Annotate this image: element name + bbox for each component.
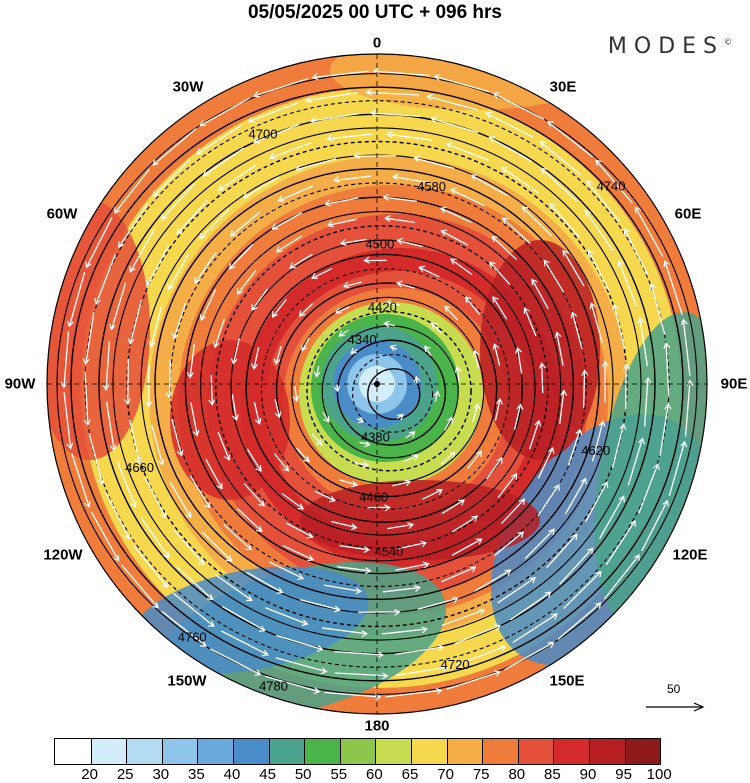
colorbar-tick-label: 100 bbox=[647, 766, 672, 783]
lon-label-60w: 60W bbox=[47, 206, 78, 223]
colorbar-tick-label: 90 bbox=[580, 766, 597, 783]
colorbar-tick-label: 30 bbox=[152, 766, 169, 783]
colorbar-tick-label: 60 bbox=[366, 766, 383, 783]
colorbar-tick-label: 45 bbox=[259, 766, 276, 783]
contour-label: 4460 bbox=[359, 489, 388, 504]
contour-label: 4580 bbox=[417, 179, 446, 194]
contour-label: 4760 bbox=[178, 629, 207, 644]
contour-label: 4380 bbox=[361, 429, 390, 444]
lon-label-30w: 30W bbox=[173, 79, 204, 96]
lon-label-150e: 150E bbox=[549, 673, 584, 690]
north-pole-marker bbox=[374, 381, 380, 387]
wind-speed-field bbox=[30, 30, 750, 746]
lon-label-30e: 30E bbox=[550, 79, 577, 96]
contour-label: 4500 bbox=[365, 236, 394, 251]
colorbar-swatch bbox=[589, 739, 625, 764]
colorbar-tick-label: 50 bbox=[295, 766, 312, 783]
colorbar-tick-label: 85 bbox=[544, 766, 561, 783]
colorbar-tick-label: 65 bbox=[402, 766, 419, 783]
colorbar-swatch bbox=[340, 739, 376, 764]
contour-label: 4420 bbox=[368, 300, 397, 315]
contour-label: 4740 bbox=[597, 178, 626, 193]
colorbar-tick-label: 40 bbox=[224, 766, 241, 783]
colorbar-swatch bbox=[55, 739, 91, 764]
contour-label: 4700 bbox=[249, 126, 278, 141]
colorbar-tick-label: 80 bbox=[508, 766, 525, 783]
colorbar-tick-label: 70 bbox=[437, 766, 454, 783]
lon-label-150w: 150W bbox=[167, 673, 206, 690]
colorbar-tick-label: 25 bbox=[117, 766, 134, 783]
colorbar-tick-label: 20 bbox=[81, 766, 98, 783]
colorbar-swatch bbox=[447, 739, 483, 764]
colorbar-swatch bbox=[304, 739, 340, 764]
colorbar-tick-label: 35 bbox=[188, 766, 205, 783]
colorbar-swatch bbox=[126, 739, 162, 764]
colorbar-tick-label: 75 bbox=[473, 766, 490, 783]
colorbar-swatch bbox=[625, 739, 661, 764]
colorbar-tick-label: 55 bbox=[330, 766, 347, 783]
colorbar-swatch bbox=[269, 739, 305, 764]
colorbar-swatch bbox=[197, 739, 233, 764]
lon-label-90w: 90W bbox=[5, 376, 36, 393]
contour-label: 4620 bbox=[581, 443, 610, 458]
lon-label-120w: 120W bbox=[43, 547, 82, 564]
lon-label-120e: 120E bbox=[672, 547, 707, 564]
colorbar-swatch bbox=[482, 739, 518, 764]
contour-label: 4340 bbox=[348, 332, 377, 347]
colorbar-swatch bbox=[553, 739, 589, 764]
contour-label: 4720 bbox=[441, 657, 470, 672]
lon-label-60e: 60E bbox=[675, 206, 702, 223]
lon-label-90e: 90E bbox=[721, 376, 748, 393]
contour-label: 4540 bbox=[374, 544, 403, 559]
lon-label-180: 180 bbox=[364, 718, 389, 735]
colorbar-swatch bbox=[233, 739, 269, 764]
lon-label-0: 0 bbox=[373, 35, 381, 52]
contour-label: 4780 bbox=[259, 678, 288, 693]
colorbar-swatch bbox=[375, 739, 411, 764]
reference-vector-arrow bbox=[646, 700, 706, 714]
reference-vector-label: 50 bbox=[667, 682, 680, 696]
colorbar bbox=[54, 738, 661, 765]
contour-label: 4660 bbox=[125, 460, 154, 475]
colorbar-tick-label: 95 bbox=[615, 766, 632, 783]
colorbar-swatch bbox=[162, 739, 198, 764]
colorbar-swatch bbox=[91, 739, 127, 764]
colorbar-swatch bbox=[518, 739, 554, 764]
colorbar-swatch bbox=[411, 739, 447, 764]
